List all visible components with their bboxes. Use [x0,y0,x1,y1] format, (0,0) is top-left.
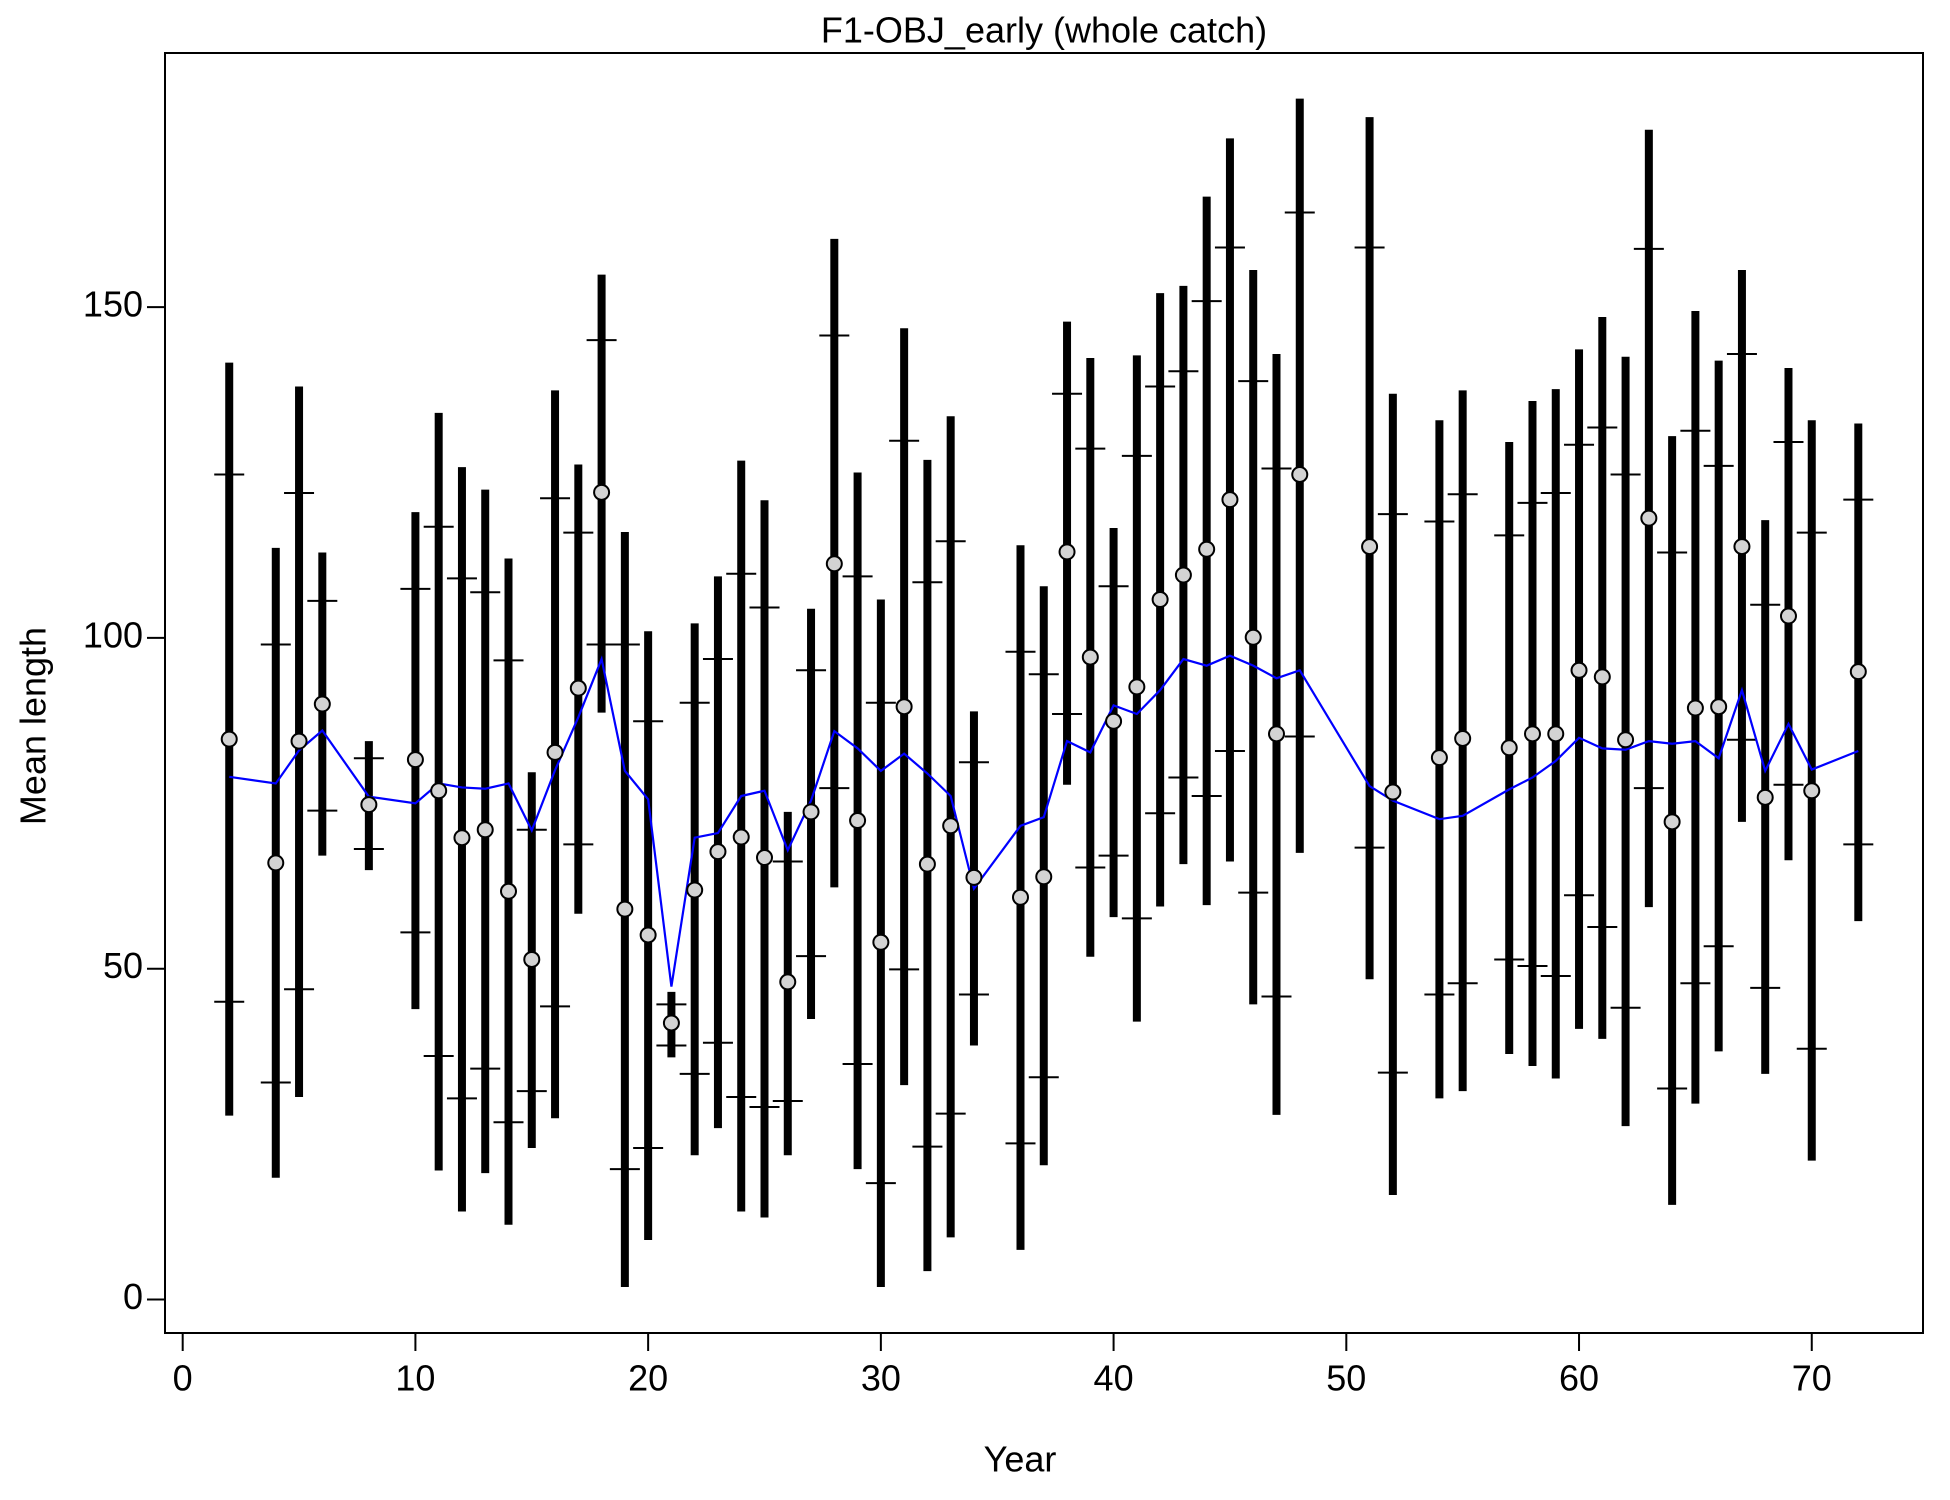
observed-point [802,803,820,821]
observed-point [662,1014,680,1032]
observed-point [1151,591,1169,609]
observed-point [1593,668,1611,686]
observed-point [732,828,750,846]
observed-point [1547,725,1565,743]
observed-point [1011,888,1029,906]
observed-point [1221,491,1239,509]
chart-title: F1-OBJ_early (whole catch) [821,10,1267,51]
observed-point [453,829,471,847]
observed-point [1523,725,1541,743]
observed-point [220,730,238,748]
observed-point [1617,731,1635,749]
observed-point [1663,813,1681,831]
observed-point [709,843,727,861]
x-tick-label: 50 [1326,1358,1366,1399]
observed-point [849,811,867,829]
observed-point [1198,540,1216,558]
x-tick-label: 20 [628,1358,668,1399]
observed-point [267,854,285,872]
observed-point [1500,739,1518,757]
observed-point [1430,749,1448,767]
observed-point [872,933,890,951]
x-axis-label: Year [984,1439,1057,1480]
observed-point [593,483,611,501]
observed-point [1081,648,1099,666]
observed-point [406,751,424,769]
observed-point [686,881,704,899]
observed-point [965,868,983,886]
observed-point [476,821,494,839]
observed-point [1128,678,1146,696]
x-tick-label: 10 [395,1358,435,1399]
observed-point [1267,725,1285,743]
observed-point [569,679,587,697]
observed-point [1058,543,1076,561]
observed-point [1756,788,1774,806]
x-tick-label: 70 [1792,1358,1832,1399]
observed-point [895,698,913,716]
x-tick-label: 30 [861,1358,901,1399]
observed-point [430,782,448,800]
observed-point [360,796,378,814]
observed-point [1035,868,1053,886]
observed-point [1105,712,1123,730]
observed-point [1686,699,1704,717]
observed-point [1570,661,1588,679]
y-axis-label: Mean length [13,627,54,825]
y-tick-label: 50 [103,945,143,986]
observed-point [1733,538,1751,556]
observed-point [1454,729,1472,747]
x-tick-label: 40 [1094,1358,1134,1399]
observed-point [1384,783,1402,801]
observed-point [1803,782,1821,800]
x-tick-label: 0 [173,1358,193,1399]
observed-point [290,732,308,750]
expected-line [229,654,1859,987]
observed-point [1779,607,1797,625]
observed-point [942,817,960,835]
observed-point [755,849,773,867]
x-tick-label: 60 [1559,1358,1599,1399]
observed-point [1640,509,1658,527]
observed-point [1710,698,1728,716]
y-tick-label: 150 [83,284,143,325]
observed-point [779,973,797,991]
observed-point [500,882,518,900]
observed-point [546,743,564,761]
observed-point [313,695,331,713]
y-tick-label: 0 [123,1276,143,1317]
observed-point [616,900,634,918]
observed-point [639,926,657,944]
observed-point [1361,538,1379,556]
observed-point [523,950,541,968]
y-tick-label: 100 [83,614,143,655]
observed-point [825,555,843,573]
observed-point [1291,465,1309,483]
observed-point [1849,663,1867,681]
observed-point [918,855,936,873]
observed-point [1244,628,1262,646]
observed-point [1174,566,1192,584]
